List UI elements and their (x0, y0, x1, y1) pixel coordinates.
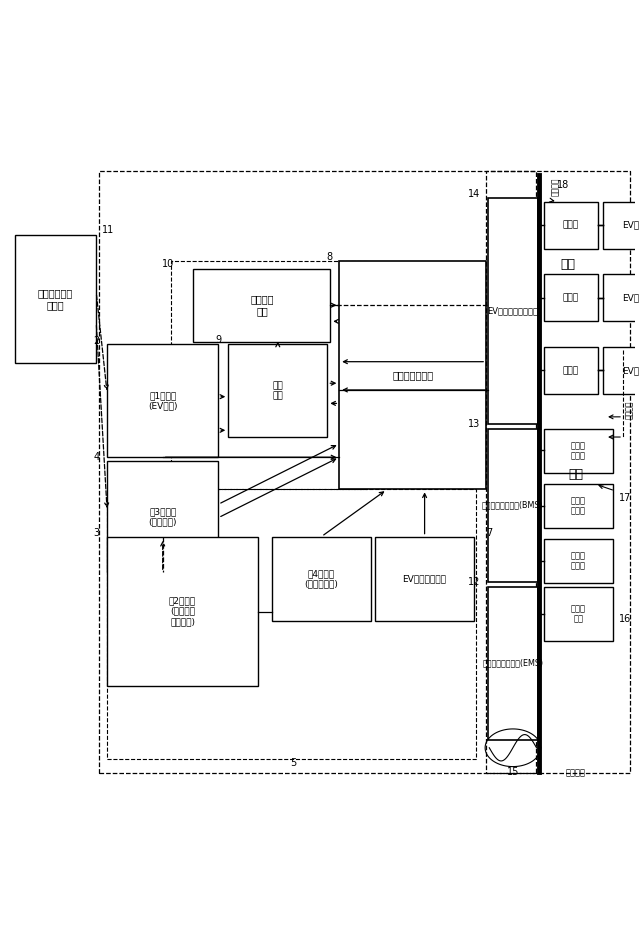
Text: EV充電管理システム: EV充電管理システム (488, 307, 538, 315)
Bar (543, 587, 613, 641)
Text: 充電
調整: 充電 調整 (273, 381, 283, 400)
Text: EV車: EV車 (622, 294, 639, 302)
Bar (193, 269, 330, 342)
Text: 充電条件決定部: 充電条件決定部 (392, 370, 433, 380)
Text: 系統電力: 系統電力 (566, 768, 586, 778)
Text: 12: 12 (468, 578, 480, 587)
Text: 17: 17 (619, 493, 631, 502)
Text: 第4取得部
(充電器情報): 第4取得部 (充電器情報) (305, 569, 339, 588)
Bar (15, 235, 96, 363)
Bar (603, 202, 640, 248)
Text: 第1取得部
(EV情報): 第1取得部 (EV情報) (148, 391, 177, 411)
Text: 5: 5 (291, 758, 297, 768)
Text: 11: 11 (102, 225, 115, 235)
Bar (339, 261, 486, 490)
Bar (488, 198, 538, 424)
Text: 充電器: 充電器 (563, 294, 579, 302)
Text: 第3取得部
(電力情報): 第3取得部 (電力情報) (148, 507, 177, 527)
Bar (228, 345, 328, 437)
Text: 電力管理システム(EMS): 電力管理システム(EMS) (483, 659, 543, 667)
Text: 13: 13 (468, 419, 480, 430)
Bar (543, 346, 598, 394)
Bar (543, 484, 613, 528)
Bar (488, 429, 538, 582)
Text: 充電情報
出力: 充電情報 出力 (250, 295, 274, 316)
Text: 第2取得部
(定置型蓄
電池情報): 第2取得部 (定置型蓄 電池情報) (169, 597, 196, 626)
Text: 10: 10 (163, 260, 175, 269)
Text: 充電器: 充電器 (563, 221, 579, 229)
Bar (171, 261, 367, 490)
Text: 電池管理システム(BMS): 電池管理システム(BMS) (482, 501, 544, 510)
Text: 3: 3 (93, 528, 99, 537)
Text: ・・: ・・ (560, 258, 575, 271)
Bar (107, 345, 218, 457)
Text: 16: 16 (619, 614, 631, 624)
Bar (107, 536, 258, 686)
Bar (375, 536, 474, 620)
Bar (543, 275, 598, 321)
Bar (107, 490, 476, 759)
Bar (543, 539, 613, 583)
Bar (272, 536, 371, 620)
Text: 経路周辺情報
取得部: 経路周辺情報 取得部 (38, 288, 73, 310)
Text: ・・: ・・ (568, 467, 583, 480)
Bar (543, 429, 613, 473)
Bar (603, 275, 640, 321)
Text: 18: 18 (557, 179, 570, 190)
Text: EV充電量モデル: EV充電量モデル (403, 574, 447, 583)
Text: 電力接続: 電力接続 (551, 177, 560, 196)
Text: 分散型
電源: 分散型 電源 (571, 604, 586, 624)
Text: 通信接続: 通信接続 (625, 401, 634, 419)
Bar (486, 172, 630, 773)
Text: 15: 15 (507, 767, 519, 777)
Text: 4: 4 (93, 452, 99, 463)
Text: 充電器: 充電器 (563, 366, 579, 375)
Bar (99, 172, 536, 773)
Text: 定置型
蓄電池: 定置型 蓄電池 (571, 551, 586, 571)
Text: 8: 8 (326, 252, 332, 261)
Bar (543, 202, 598, 248)
Text: 定置型
蓄電池: 定置型 蓄電池 (571, 497, 586, 515)
Text: EV車: EV車 (622, 221, 639, 229)
Text: 14: 14 (468, 189, 480, 198)
Text: 7: 7 (486, 528, 492, 537)
Text: EV車: EV車 (622, 366, 639, 375)
Bar (603, 346, 640, 394)
Text: 定置型
蓄電池: 定置型 蓄電池 (571, 441, 586, 461)
Text: 2: 2 (93, 336, 99, 346)
Bar (107, 462, 218, 572)
Bar (488, 587, 538, 740)
Text: 9: 9 (215, 335, 221, 346)
